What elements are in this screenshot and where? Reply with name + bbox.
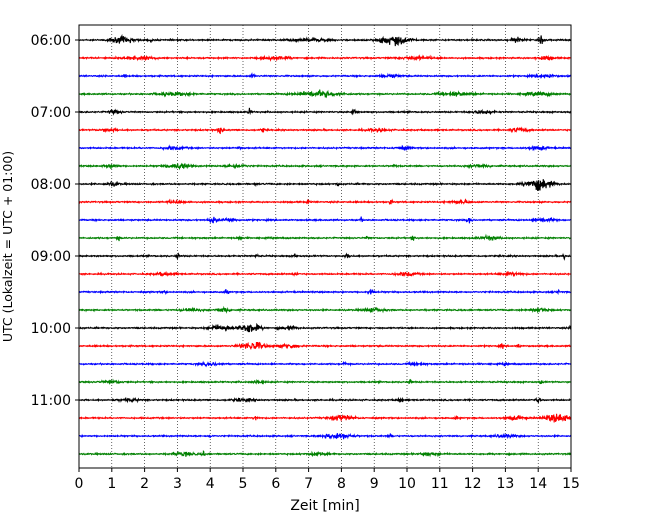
plot-frame (78, 24, 572, 469)
trace-0615 (78, 54, 572, 62)
trace-0700 (78, 107, 572, 116)
trace-1015 (78, 341, 572, 350)
y-tick-label: 11:00 (31, 393, 71, 409)
x-tick-label: 13 (496, 476, 514, 492)
x-tick-label: 12 (464, 476, 482, 492)
trace-1030 (78, 360, 572, 368)
trace-0830 (78, 216, 572, 224)
y-axis-ticks: 06:00 07:00 08:00 09:00 10:00 11:00 (31, 33, 79, 409)
trace-0745 (78, 162, 572, 171)
y-tick-label: 06:00 (31, 33, 71, 49)
trace-1000 (78, 322, 572, 333)
x-axis-ticks: 0 1 2 3 4 5 6 7 8 9 10 11 12 13 14 15 (75, 468, 580, 492)
x-tick-label: 4 (206, 476, 215, 492)
trace-0600 (78, 33, 572, 47)
x-tick-label: 6 (271, 476, 280, 492)
trace-0715 (78, 126, 572, 135)
x-axis-label: Zeit [min] (290, 498, 359, 514)
x-tick-label: 8 (337, 476, 346, 492)
trace-0800 (78, 179, 572, 191)
x-tick-label: 9 (370, 476, 379, 492)
trace-0730 (78, 144, 572, 152)
trace-0900 (78, 252, 572, 261)
x-tick-label: 1 (107, 476, 116, 492)
y-tick-label: 07:00 (31, 105, 71, 121)
x-tick-label: 5 (239, 476, 248, 492)
x-tick-label: 10 (398, 476, 416, 492)
trace-0930 (78, 288, 572, 296)
y-axis-label: UTC (Lokalzeit = UTC + 01:00) (0, 151, 15, 342)
x-tick-label: 11 (431, 476, 449, 492)
trace-0645 (78, 89, 572, 99)
trace-0815 (78, 198, 572, 206)
trace-0915 (78, 270, 572, 278)
traces (78, 33, 572, 458)
x-tick-label: 7 (304, 476, 313, 492)
x-tick-label: 14 (529, 476, 547, 492)
trace-1130 (78, 432, 572, 440)
trace-0630 (78, 72, 572, 79)
trace-1115 (78, 413, 572, 423)
y-tick-label: 08:00 (31, 177, 71, 193)
trace-1145 (78, 450, 572, 458)
y-tick-label: 10:00 (31, 321, 71, 337)
x-tick-label: 15 (562, 476, 580, 492)
trace-0845 (78, 233, 572, 242)
y-tick-label: 09:00 (31, 249, 71, 265)
trace-0945 (78, 305, 572, 314)
trace-1045 (78, 378, 572, 385)
x-tick-label: 2 (140, 476, 149, 492)
x-tick-label: 3 (173, 476, 182, 492)
x-tick-label: 0 (75, 476, 84, 492)
trace-1100 (78, 396, 572, 404)
grid-lines (111, 25, 539, 468)
